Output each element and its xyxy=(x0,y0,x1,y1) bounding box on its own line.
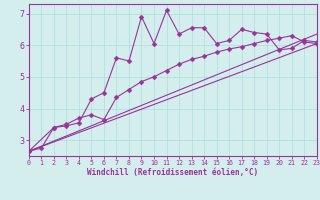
X-axis label: Windchill (Refroidissement éolien,°C): Windchill (Refroidissement éolien,°C) xyxy=(87,168,258,177)
